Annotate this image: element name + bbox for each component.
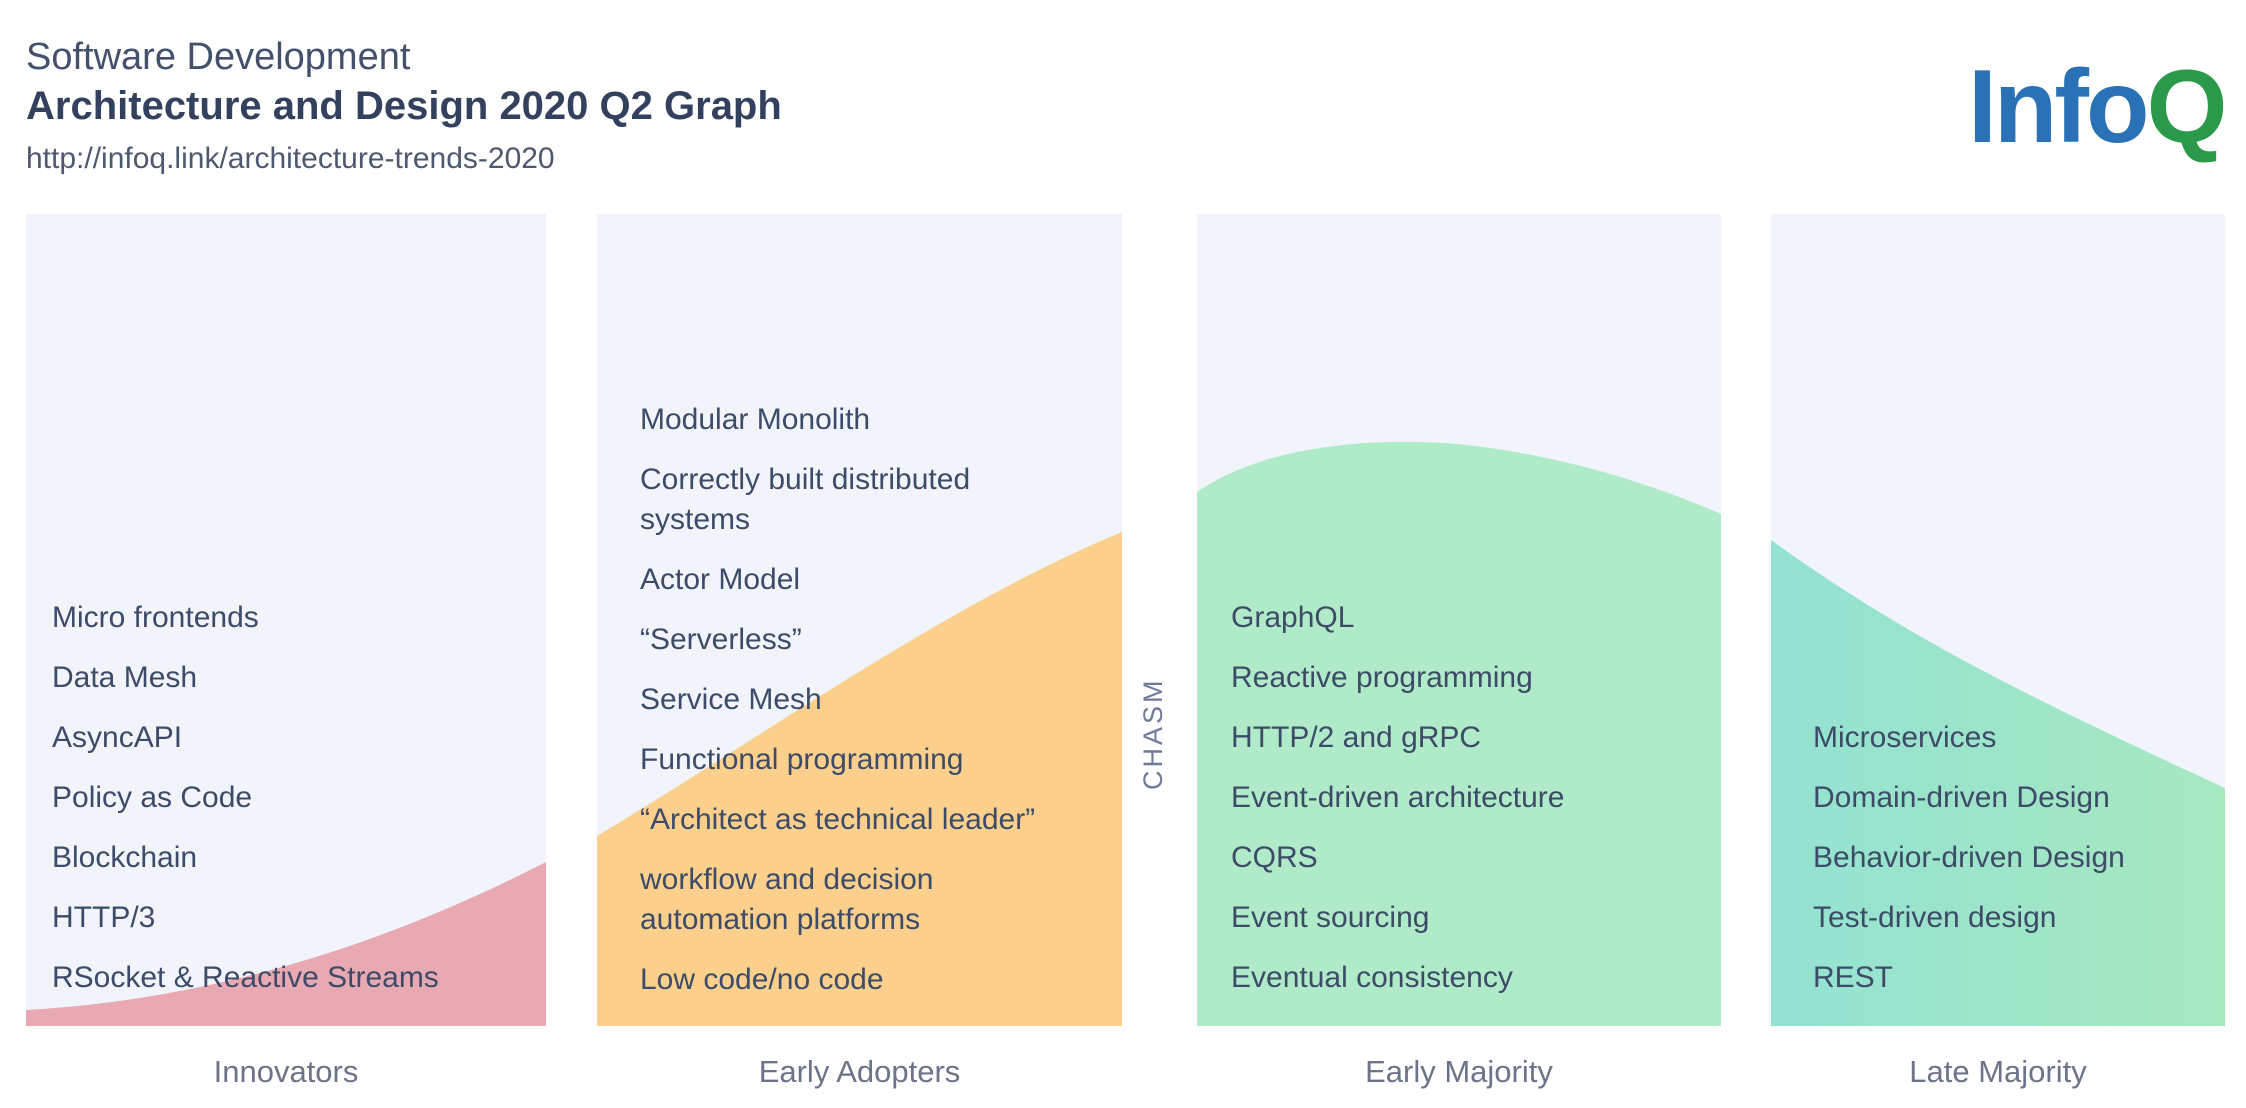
- list-item: Domain-driven Design: [1813, 781, 2110, 814]
- early-majority-area: [1197, 441, 1721, 1026]
- list-item: Functional programming: [640, 743, 964, 776]
- list-item: Policy as Code: [52, 781, 253, 814]
- logo-text-q: Q: [2146, 49, 2228, 165]
- list-item: CQRS: [1231, 841, 1318, 874]
- stage-label-innovators: Innovators: [213, 1054, 359, 1089]
- late-majority-curve: [1771, 540, 2225, 1026]
- list-item: Low code/no code: [640, 963, 884, 996]
- innovators-curve: [26, 862, 546, 1026]
- list-item: Reactive programming: [1231, 661, 1533, 694]
- list-item: Modular Monolith: [640, 403, 871, 436]
- stage-label-early-majority: Early Majority: [1365, 1054, 1553, 1089]
- list-item: AsyncAPI: [52, 721, 183, 754]
- list-item: HTTP/3: [52, 901, 156, 934]
- list-item: Event sourcing: [1231, 901, 1430, 934]
- early-adopters-area: [597, 532, 1122, 1026]
- list-item: Service Mesh: [640, 683, 822, 716]
- list-item: Event-driven architecture: [1231, 781, 1565, 814]
- list-item: “Serverless”: [640, 623, 802, 656]
- list-item: REST: [1813, 961, 1894, 994]
- chart-title-line1: Software Development: [26, 36, 411, 78]
- source-url[interactable]: http://infoq.link/architecture-trends-20…: [26, 142, 555, 175]
- innovators-area: [26, 862, 546, 1026]
- list-item: Micro frontends: [52, 601, 259, 634]
- panel-late-majority: Microservices Domain-driven Design Behav…: [1771, 214, 2225, 1026]
- logo-text-info: Info: [1968, 49, 2150, 165]
- early-majority-item-list: GraphQL Reactive programming HTTP/2 and …: [1197, 214, 1721, 1026]
- late-majority-area: [1771, 540, 2225, 1026]
- list-item: Behavior-driven Design: [1813, 841, 2125, 874]
- list-item: HTTP/2 and gRPC: [1231, 721, 1482, 754]
- chart-title-line2: Architecture and Design 2020 Q2 Graph: [26, 84, 782, 128]
- list-item: Correctly built distributed systems: [640, 463, 971, 536]
- list-item: GraphQL: [1231, 601, 1355, 634]
- panel-innovators: Micro frontends Data Mesh AsyncAPI Polic…: [26, 214, 546, 1026]
- list-item: RSocket & Reactive Streams: [52, 961, 439, 994]
- early-adopters-item-list: Modular Monolith Correctly built distrib…: [597, 214, 1122, 1026]
- late-majority-item-list: Microservices Domain-driven Design Behav…: [1771, 214, 2225, 1026]
- list-item: Eventual consistency: [1231, 961, 1513, 994]
- innovators-item-list: Micro frontends Data Mesh AsyncAPI Polic…: [26, 214, 546, 1026]
- list-item: Actor Model: [640, 563, 801, 596]
- list-item: “Architect as technical leader”: [640, 803, 1036, 836]
- stage-label-late-majority: Late Majority: [1909, 1054, 2087, 1089]
- list-item: Blockchain: [52, 841, 198, 874]
- stage-label-early-adopters: Early Adopters: [758, 1054, 961, 1089]
- infoq-logo: InfoQ: [1968, 49, 2227, 165]
- list-item: Microservices: [1813, 721, 1997, 754]
- list-item: Data Mesh: [52, 661, 198, 694]
- panel-early-majority: GraphQL Reactive programming HTTP/2 and …: [1197, 214, 1721, 1026]
- list-item: workflow and decision automation platfor…: [640, 863, 934, 936]
- list-item: Test-driven design: [1813, 901, 2057, 934]
- chasm-label: CHASM: [1138, 677, 1168, 790]
- early-majority-curve: [1197, 441, 1721, 1026]
- early-adopters-curve: [597, 532, 1122, 1026]
- panel-early-adopters: Modular Monolith Correctly built distrib…: [597, 214, 1122, 1026]
